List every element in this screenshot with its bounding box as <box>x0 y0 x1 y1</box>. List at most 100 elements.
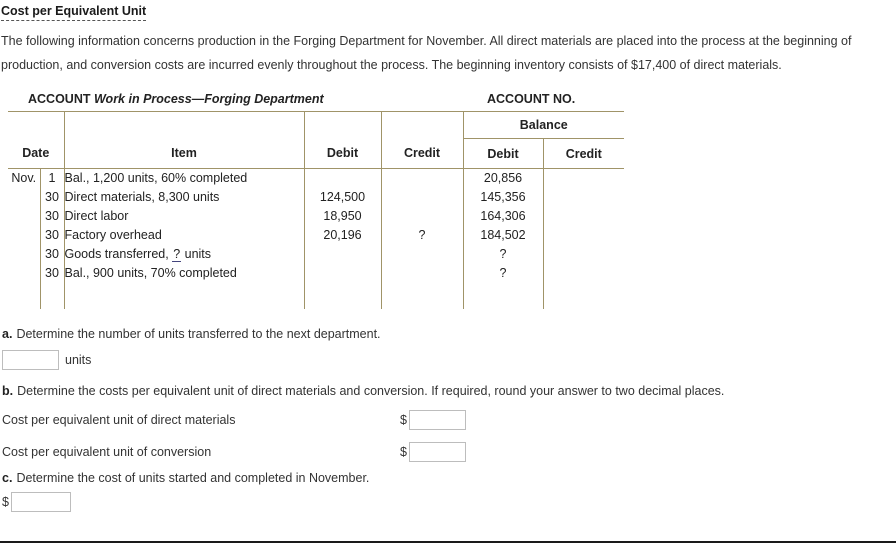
ledger-cell-empty <box>543 283 624 309</box>
ledger-cell-balance-credit <box>543 207 624 226</box>
ledger-column-header-row: Date Item Debit Credit Debit Credit <box>8 138 625 169</box>
ledger-cell-empty <box>8 282 41 309</box>
ledger-cell-balance-credit <box>543 264 624 283</box>
cost-row-materials: Cost per equivalent unit of direct mater… <box>2 409 896 430</box>
unknown-units-mark: ? <box>172 247 182 262</box>
question-b-letter: b. <box>2 383 14 398</box>
ledger-cell-month <box>8 187 41 207</box>
ledger-cell-credit <box>381 263 464 283</box>
dollar-sign: $ <box>400 412 407 427</box>
ledger-cell-credit: ? <box>381 225 464 245</box>
question-c-text: Determine the cost of units started and … <box>16 470 370 485</box>
ledger-cell-balance-debit: 145,356 <box>463 187 544 207</box>
ledger-cell-balance-credit <box>543 169 624 188</box>
ledger-cell-empty <box>64 282 305 309</box>
ledger-cell-month <box>8 244 41 264</box>
ledger-row: 30 Goods transferred, ? units? <box>8 244 624 264</box>
ledger-rows: Nov. 1 Bal., 1,200 units, 60% completed 20,… <box>8 168 624 309</box>
ledger-cell-balance-debit: 20,856 <box>463 168 544 188</box>
ledger-cell-month: Nov. <box>8 168 41 188</box>
ledger-cell-day: 1 <box>40 168 65 188</box>
ledger-cell-item: Direct materials, 8,300 units <box>64 187 305 207</box>
ledger-row: 30 Direct materials, 8,300 units 124,500 14… <box>8 187 624 207</box>
cost-per-unit-conversion-input[interactable] <box>408 441 466 462</box>
ledger-row: Nov. 1 Bal., 1,200 units, 60% completed 20,… <box>8 168 624 188</box>
cost-conversion-label: Cost per equivalent unit of conversion <box>2 444 212 459</box>
ledger-row: 30 Direct labor 18,950 164,306 <box>8 206 624 226</box>
ledger-extension-row <box>8 282 624 309</box>
ledger-cell-day: 30 <box>40 263 65 283</box>
ledger-balance-header-row: Balance <box>8 111 625 139</box>
answer-row-a: units <box>2 349 896 370</box>
dollar-sign: $ <box>400 444 407 459</box>
ledger-cell-empty <box>381 282 464 309</box>
ledger-header-credit: Credit <box>381 138 464 169</box>
ledger-cell-empty <box>463 282 544 309</box>
ledger-cell-debit <box>304 168 382 188</box>
ledger-cell-credit <box>381 244 464 264</box>
answer-row-c: $ <box>2 491 896 512</box>
ledger-cell-balance-credit <box>543 188 624 207</box>
cost-per-unit-materials-input[interactable] <box>408 409 466 430</box>
cost-row-conversion: Cost per equivalent unit of conversion $ <box>2 441 896 462</box>
ledger-cell-month <box>8 263 41 283</box>
question-b-text: Determine the costs per equivalent unit … <box>17 383 725 398</box>
ledger-cell-item: Bal., 1,200 units, 60% completed <box>64 168 305 188</box>
ledger-cell-balance-credit <box>543 226 624 245</box>
question-a-letter: a. <box>2 326 13 341</box>
ledger-cell-month <box>8 225 41 245</box>
units-transferred-input[interactable] <box>2 349 59 370</box>
ledger-header-balance: Balance <box>463 111 625 139</box>
ledger-cell-balance-debit: ? <box>463 263 544 283</box>
ledger-cell-debit <box>304 244 382 264</box>
ledger-header-balance-credit: Credit <box>543 138 625 169</box>
account-title: ACCOUNT Work in Process—Forging Departme… <box>8 92 463 106</box>
question-b: b. Determine the costs per equivalent uni… <box>2 384 896 398</box>
ledger-header-item: Item <box>64 138 305 169</box>
window-bottom-edge <box>0 541 896 543</box>
question-a: a. Determine the number of units transfer… <box>2 327 896 341</box>
question-c-letter: c. <box>2 470 13 485</box>
ledger-cell-balance-credit <box>543 245 624 264</box>
ledger-cell-day: 30 <box>40 206 65 226</box>
account-label: ACCOUNT <box>28 92 91 106</box>
account-no-label: ACCOUNT NO. <box>487 92 576 106</box>
dollar-sign: $ <box>2 494 9 509</box>
ledger-header-spacer <box>8 111 65 139</box>
ledger-cell-day: 30 <box>40 244 65 264</box>
ledger-cell-empty <box>304 282 382 309</box>
ledger-row: 30 Factory overhead 20,196? 184,502 <box>8 225 624 245</box>
ledger-cell-item: Bal., 900 units, 70% completed <box>64 263 305 283</box>
ledger-cell-item: Direct labor <box>64 206 305 226</box>
ledger-cell-debit: 124,500 <box>304 187 382 207</box>
ledger-header-spacer <box>381 111 464 139</box>
ledger-row: 30 Bal., 900 units, 70% completed? <box>8 263 624 283</box>
question-c: c. Determine the cost of units started an… <box>2 471 896 485</box>
started-completed-cost-input[interactable] <box>10 491 71 512</box>
cost-materials-label: Cost per equivalent unit of direct mater… <box>2 412 236 427</box>
ledger-cell-credit <box>381 206 464 226</box>
ledger: ACCOUNT Work in Process—Forging Departme… <box>8 85 625 309</box>
ledger-header-date: Date <box>8 138 65 169</box>
ledger-cell-month <box>8 206 41 226</box>
ledger-header-debit: Debit <box>304 138 382 169</box>
ledger-cell-balance-debit: ? <box>463 244 544 264</box>
ledger-cell-balance-debit: 164,306 <box>463 206 544 226</box>
ledger-header-balance-debit: Debit <box>463 138 544 169</box>
question-a-text: Determine the number of units transferre… <box>16 326 381 341</box>
ledger-cell-debit: 18,950 <box>304 206 382 226</box>
ledger-cell-day: 30 <box>40 225 65 245</box>
units-suffix-label: units <box>65 352 92 367</box>
page-title: Cost per Equivalent Unit <box>1 4 147 21</box>
intro-paragraph: The following information concerns produ… <box>1 34 852 72</box>
ledger-cell-day: 30 <box>40 187 65 207</box>
account-name: Work in Process—Forging Department <box>93 92 324 106</box>
ledger-cell-item: Factory overhead <box>64 225 305 245</box>
ledger-cell-credit <box>381 187 464 207</box>
ledger-cell-debit: 20,196 <box>304 225 382 245</box>
ledger-header-spacer <box>304 111 382 139</box>
ledger-title-row: ACCOUNT Work in Process—Forging Departme… <box>8 85 624 111</box>
ledger-cell-balance-debit: 184,502 <box>463 225 544 245</box>
ledger-cell-item: Goods transferred, ? units <box>64 244 305 264</box>
